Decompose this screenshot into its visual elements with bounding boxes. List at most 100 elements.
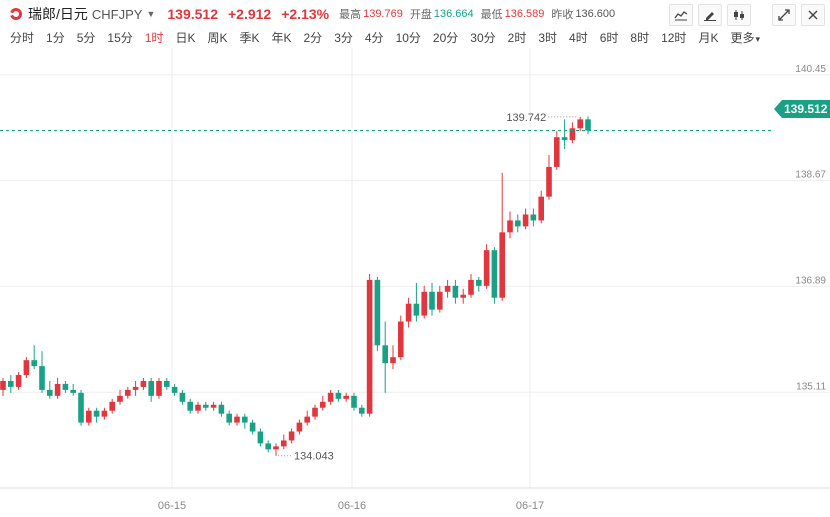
candle-body: [93, 410, 100, 417]
candle-body: [327, 392, 334, 402]
candle-body: [179, 392, 186, 402]
candle-body: [343, 395, 349, 399]
candle-body: [405, 303, 412, 322]
tab-period-0[interactable]: 分时: [10, 30, 35, 45]
prev-close-label: 昨收: [551, 9, 574, 21]
candle-body: [476, 279, 482, 286]
candle-body: [109, 401, 115, 411]
line-chart-icon[interactable]: [669, 4, 693, 26]
tab-period-10[interactable]: 3分: [334, 30, 353, 45]
candle-body: [499, 232, 505, 298]
tab-period-13[interactable]: 20分: [432, 30, 459, 45]
candle-body: [507, 220, 513, 233]
tab-period-5[interactable]: 日K: [175, 30, 196, 45]
candle-body: [320, 401, 326, 408]
candle-body: [429, 291, 435, 310]
prev-close-value: 136.600: [575, 8, 616, 20]
last-price: 139.512: [167, 6, 218, 22]
candle-body: [234, 416, 240, 423]
candle-body: [554, 137, 560, 167]
candle-body: [444, 285, 451, 292]
candle-body: [210, 404, 217, 408]
tab-period-12[interactable]: 10分: [395, 30, 421, 45]
candlestick-icon[interactable]: [727, 4, 751, 26]
candle-body: [569, 128, 576, 141]
tab-period-21[interactable]: 月K: [698, 30, 719, 45]
brand-logo-icon: [10, 8, 22, 20]
tab-period-22[interactable]: 更多▾: [730, 30, 760, 45]
candle-body: [538, 196, 544, 221]
candle-body: [530, 214, 537, 221]
close-icon[interactable]: [801, 4, 825, 26]
candle-body: [156, 380, 162, 396]
candle-body: [242, 416, 248, 423]
x-tick-label: 06-16: [338, 500, 366, 512]
candle-body: [288, 431, 295, 441]
candle-body: [483, 250, 490, 286]
tab-period-4[interactable]: 1时: [144, 30, 164, 45]
x-tick-label: 06-17: [516, 500, 544, 512]
candle-body: [304, 416, 310, 423]
last-price-badge: 139.512: [774, 100, 830, 118]
high-label: 最高: [339, 9, 362, 21]
candle-body: [164, 380, 170, 387]
candle-body: [226, 413, 232, 423]
chart-toolbar: [669, 4, 830, 26]
candle-body: [398, 321, 404, 358]
tab-period-14[interactable]: 30分: [470, 30, 496, 45]
candle-body: [54, 383, 61, 396]
x-tick-label: 06-15: [158, 500, 186, 512]
candle-body: [561, 137, 568, 141]
pair-name[interactable]: 瑞郎/日元: [28, 6, 88, 22]
tab-period-16[interactable]: 3时: [538, 30, 558, 45]
candle-body: [117, 395, 123, 402]
y-tick-label: 135.11: [796, 381, 826, 392]
candle-body: [421, 291, 427, 316]
candle-body: [452, 285, 459, 298]
tab-period-1[interactable]: 1分: [46, 30, 65, 45]
tab-period-11[interactable]: 4分: [364, 30, 384, 45]
candle-body: [203, 404, 209, 408]
candle-body: [546, 166, 552, 197]
tab-period-19[interactable]: 8时: [630, 30, 650, 45]
candle-body: [491, 250, 498, 298]
pair-code[interactable]: CHFJPY: [91, 6, 143, 22]
candle-body: [585, 119, 591, 131]
candlestick-chart[interactable]: 140.45 138.67 136.89 135.11 06-15 06-16 06-17 1…: [0, 48, 830, 517]
expand-icon[interactable]: [772, 4, 796, 26]
min-price-annotation: 134.043: [294, 451, 334, 463]
candle-body: [23, 360, 30, 376]
chevron-down-icon[interactable]: ▼: [146, 9, 156, 19]
candle-body: [460, 294, 466, 298]
open-value: 136.664: [433, 8, 474, 20]
last-price-badge-label: 139.512: [784, 102, 828, 116]
candle-body: [382, 345, 388, 364]
tab-period-18[interactable]: 6时: [599, 30, 619, 45]
tab-period-9[interactable]: 2分: [303, 30, 323, 45]
candle-body: [390, 357, 396, 364]
price-change: +2.912: [227, 6, 272, 22]
tab-period-8[interactable]: 年K: [271, 30, 292, 45]
candle-body: [296, 422, 303, 432]
tab-period-3[interactable]: 15分: [107, 30, 133, 45]
tab-period-17[interactable]: 4时: [569, 30, 588, 45]
candle-body: [31, 360, 37, 367]
high-value: 139.769: [363, 8, 403, 20]
tab-period-7[interactable]: 季K: [239, 30, 260, 45]
candle-body: [437, 291, 443, 310]
candle-body: [132, 386, 139, 390]
candle-body: [195, 404, 201, 411]
candle-body: [47, 389, 53, 396]
candle-body: [515, 220, 521, 227]
pencil-draw-icon[interactable]: [698, 4, 722, 26]
tab-period-6[interactable]: 周K: [207, 30, 228, 45]
candle-body: [351, 395, 357, 408]
candle-body: [257, 431, 264, 444]
tab-period-20[interactable]: 12时: [661, 30, 687, 45]
tab-period-2[interactable]: 5分: [76, 30, 96, 45]
candle-body: [265, 443, 271, 450]
open-label: 开盘: [409, 9, 432, 21]
y-tick-label: 140.45: [795, 64, 826, 75]
tab-period-15[interactable]: 2时: [507, 30, 527, 45]
candle-body: [125, 389, 131, 396]
